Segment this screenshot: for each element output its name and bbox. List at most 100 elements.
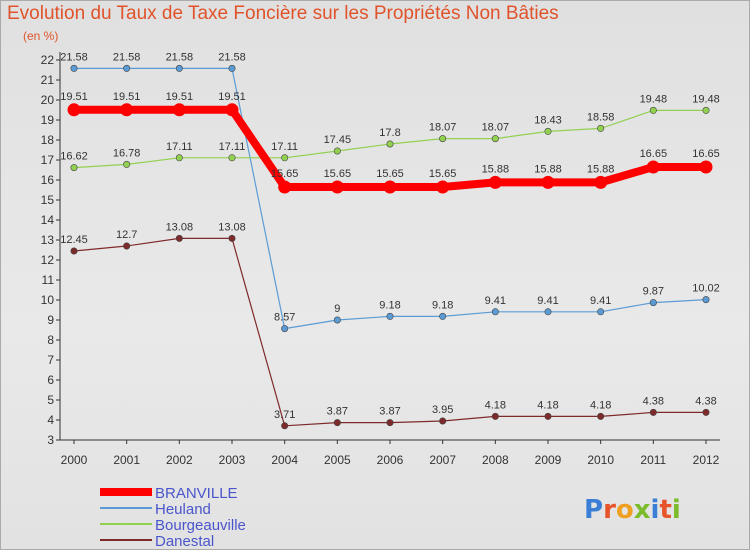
- data-point-branville: [699, 160, 713, 174]
- y-tick-label: 6: [47, 373, 54, 387]
- data-label-bourgeauville: 17.8: [379, 127, 400, 139]
- data-label-branville: 19.51: [166, 91, 194, 103]
- y-tick-label: 14: [41, 213, 55, 227]
- data-label-danestal: 3.95: [432, 404, 453, 416]
- series-line-danestal: [73, 237, 706, 427]
- data-label-heuland: 9.41: [537, 295, 558, 307]
- data-label-branville: 15.65: [376, 168, 404, 180]
- data-label-bourgeauville: 16.62: [60, 151, 88, 163]
- data-point-heuland: [386, 312, 394, 320]
- data-label-bourgeauville: 17.11: [271, 141, 298, 153]
- data-label-heuland: 10.02: [692, 283, 720, 295]
- data-label-branville: 19.51: [60, 91, 88, 103]
- data-label-danestal: 3.87: [327, 406, 348, 418]
- y-tick-label: 20: [41, 93, 55, 107]
- data-point-heuland: [439, 312, 447, 320]
- data-point-branville: [594, 175, 608, 189]
- x-tick-label: 2007: [429, 453, 456, 467]
- data-label-heuland: 9.18: [432, 299, 453, 311]
- data-point-danestal: [281, 422, 289, 430]
- data-label-danestal: 12.45: [60, 234, 88, 246]
- y-tick-label: 3: [47, 433, 54, 447]
- data-point-danestal: [123, 242, 131, 250]
- data-label-danestal: 3.71: [274, 409, 295, 421]
- data-label-branville: 15.88: [534, 163, 562, 175]
- series-layer: 21.58 21.58 21.58 21.58 8.57 9 9.18 9.18 9.41 9.4…: [60, 51, 720, 430]
- data-point-bourgeauville: [649, 106, 657, 114]
- data-label-heuland: 9.41: [485, 295, 506, 307]
- data-point-branville: [278, 180, 292, 194]
- y-tick-label: 12: [41, 253, 55, 267]
- data-point-danestal: [228, 234, 236, 242]
- axes: 3 4 5 6 7 8 9 10 11 12 13 14 15 16 17 18 19 20 21 22 2000 200…: [41, 52, 720, 467]
- data-point-bourgeauville: [123, 160, 131, 168]
- data-label-danestal: 12.7: [116, 229, 137, 241]
- proxiti-logo: Proxiti: [584, 495, 681, 525]
- y-tick-label: 21: [41, 73, 55, 87]
- data-label-branville: 16.65: [692, 148, 720, 160]
- y-tick-label: 7: [47, 353, 54, 367]
- data-point-heuland: [228, 64, 236, 72]
- data-point-branville: [488, 175, 502, 189]
- data-point-danestal: [70, 247, 78, 255]
- data-point-bourgeauville: [70, 164, 78, 172]
- x-tick-label: 2012: [693, 453, 720, 467]
- y-tick-label: 17: [41, 153, 55, 167]
- data-label-branville: 15.88: [587, 163, 615, 175]
- data-point-branville: [172, 103, 186, 117]
- data-label-branville: 15.88: [482, 163, 510, 175]
- x-tick-label: 2002: [166, 453, 193, 467]
- data-label-danestal: 4.18: [485, 399, 506, 411]
- data-label-danestal: 13.08: [166, 221, 194, 233]
- data-label-danestal: 3.87: [379, 406, 400, 418]
- y-tick-label: 9: [47, 313, 54, 327]
- legend-label: BRANVILLE: [155, 485, 238, 502]
- data-point-danestal: [439, 417, 447, 425]
- x-tick-label: 2000: [61, 453, 88, 467]
- data-point-branville: [436, 180, 450, 194]
- data-label-heuland: 21.58: [218, 51, 246, 63]
- data-point-danestal: [702, 408, 710, 416]
- data-label-danestal: 4.38: [643, 395, 664, 407]
- data-label-heuland: 9: [334, 303, 340, 315]
- data-point-bourgeauville: [281, 154, 289, 162]
- data-label-bourgeauville: 19.48: [640, 93, 668, 105]
- x-tick-label: 2010: [587, 453, 614, 467]
- x-tick-label: 2003: [219, 453, 246, 467]
- data-label-bourgeauville: 18.58: [587, 111, 615, 123]
- data-label-bourgeauville: 18.43: [534, 114, 562, 126]
- legend-label: Danestal: [155, 533, 214, 550]
- data-point-bourgeauville: [544, 127, 552, 135]
- data-point-heuland: [123, 64, 131, 72]
- data-label-heuland: 21.58: [60, 51, 88, 63]
- data-label-bourgeauville: 17.11: [219, 141, 246, 153]
- data-point-heuland: [649, 299, 657, 307]
- data-point-bourgeauville: [491, 135, 499, 143]
- data-point-branville: [646, 160, 660, 174]
- x-tick-label: 2001: [113, 453, 140, 467]
- data-point-branville: [67, 103, 81, 117]
- data-label-bourgeauville: 17.45: [324, 134, 352, 146]
- series-heuland: 21.58 21.58 21.58 21.58 8.57 9 9.18 9.18 9.41 9.4…: [60, 51, 720, 333]
- data-point-branville: [120, 103, 134, 117]
- y-tick-label: 19: [41, 113, 55, 127]
- legend-label: Heuland: [155, 501, 211, 518]
- data-point-danestal: [386, 419, 394, 427]
- data-point-heuland: [702, 296, 710, 304]
- y-tick-label: 15: [41, 193, 55, 207]
- y-tick-label: 8: [47, 333, 54, 347]
- data-point-heuland: [597, 308, 605, 316]
- legend-label: Bourgeauville: [155, 517, 246, 534]
- y-tick-label: 13: [41, 233, 55, 247]
- y-tick-label: 22: [41, 53, 55, 67]
- y-tick-label: 16: [41, 173, 55, 187]
- data-label-branville: 19.51: [218, 91, 246, 103]
- data-label-heuland: 8.57: [274, 312, 295, 324]
- data-point-heuland: [491, 308, 499, 316]
- data-label-heuland: 9.18: [379, 299, 400, 311]
- logo-text: Proxiti: [584, 495, 681, 525]
- x-tick-label: 2004: [271, 453, 298, 467]
- data-point-bourgeauville: [597, 124, 605, 132]
- data-label-bourgeauville: 16.78: [113, 147, 141, 159]
